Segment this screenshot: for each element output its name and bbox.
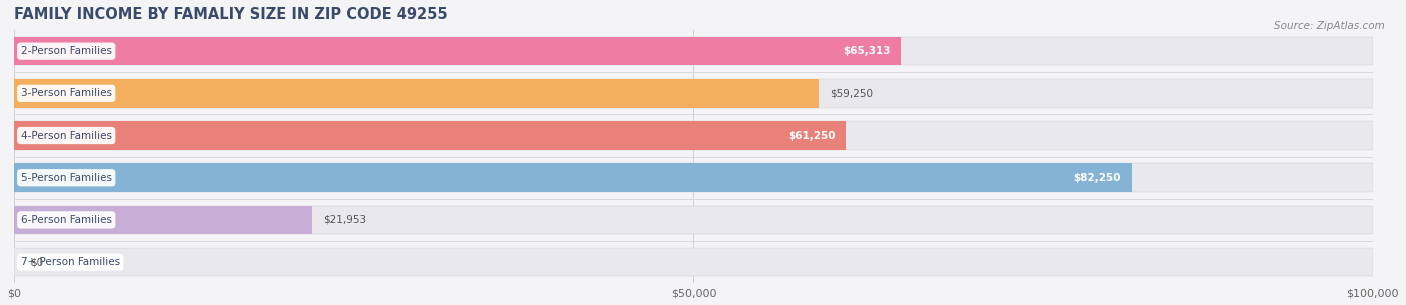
Bar	[14, 163, 1132, 192]
Bar	[14, 37, 901, 66]
Text: 6-Person Families: 6-Person Families	[21, 215, 111, 225]
Text: 7+ Person Families: 7+ Person Families	[21, 257, 120, 267]
Text: $61,250: $61,250	[787, 131, 835, 141]
Text: $0: $0	[31, 257, 44, 267]
Bar	[14, 121, 1372, 150]
Bar	[14, 206, 312, 234]
Bar	[14, 121, 846, 150]
Bar	[14, 37, 1372, 66]
Text: $82,250: $82,250	[1073, 173, 1121, 183]
Bar	[14, 163, 1372, 192]
Bar	[14, 206, 1372, 234]
Bar	[14, 248, 1372, 276]
Text: 4-Person Families: 4-Person Families	[21, 131, 111, 141]
Text: 2-Person Families: 2-Person Families	[21, 46, 111, 56]
Text: Source: ZipAtlas.com: Source: ZipAtlas.com	[1274, 21, 1385, 31]
Text: $59,250: $59,250	[830, 88, 873, 98]
Bar	[14, 79, 1372, 108]
Text: $65,313: $65,313	[844, 46, 890, 56]
Bar	[14, 79, 820, 108]
Text: FAMILY INCOME BY FAMALIY SIZE IN ZIP CODE 49255: FAMILY INCOME BY FAMALIY SIZE IN ZIP COD…	[14, 7, 447, 22]
Text: 3-Person Families: 3-Person Families	[21, 88, 111, 98]
Text: 5-Person Families: 5-Person Families	[21, 173, 111, 183]
Text: $21,953: $21,953	[323, 215, 366, 225]
